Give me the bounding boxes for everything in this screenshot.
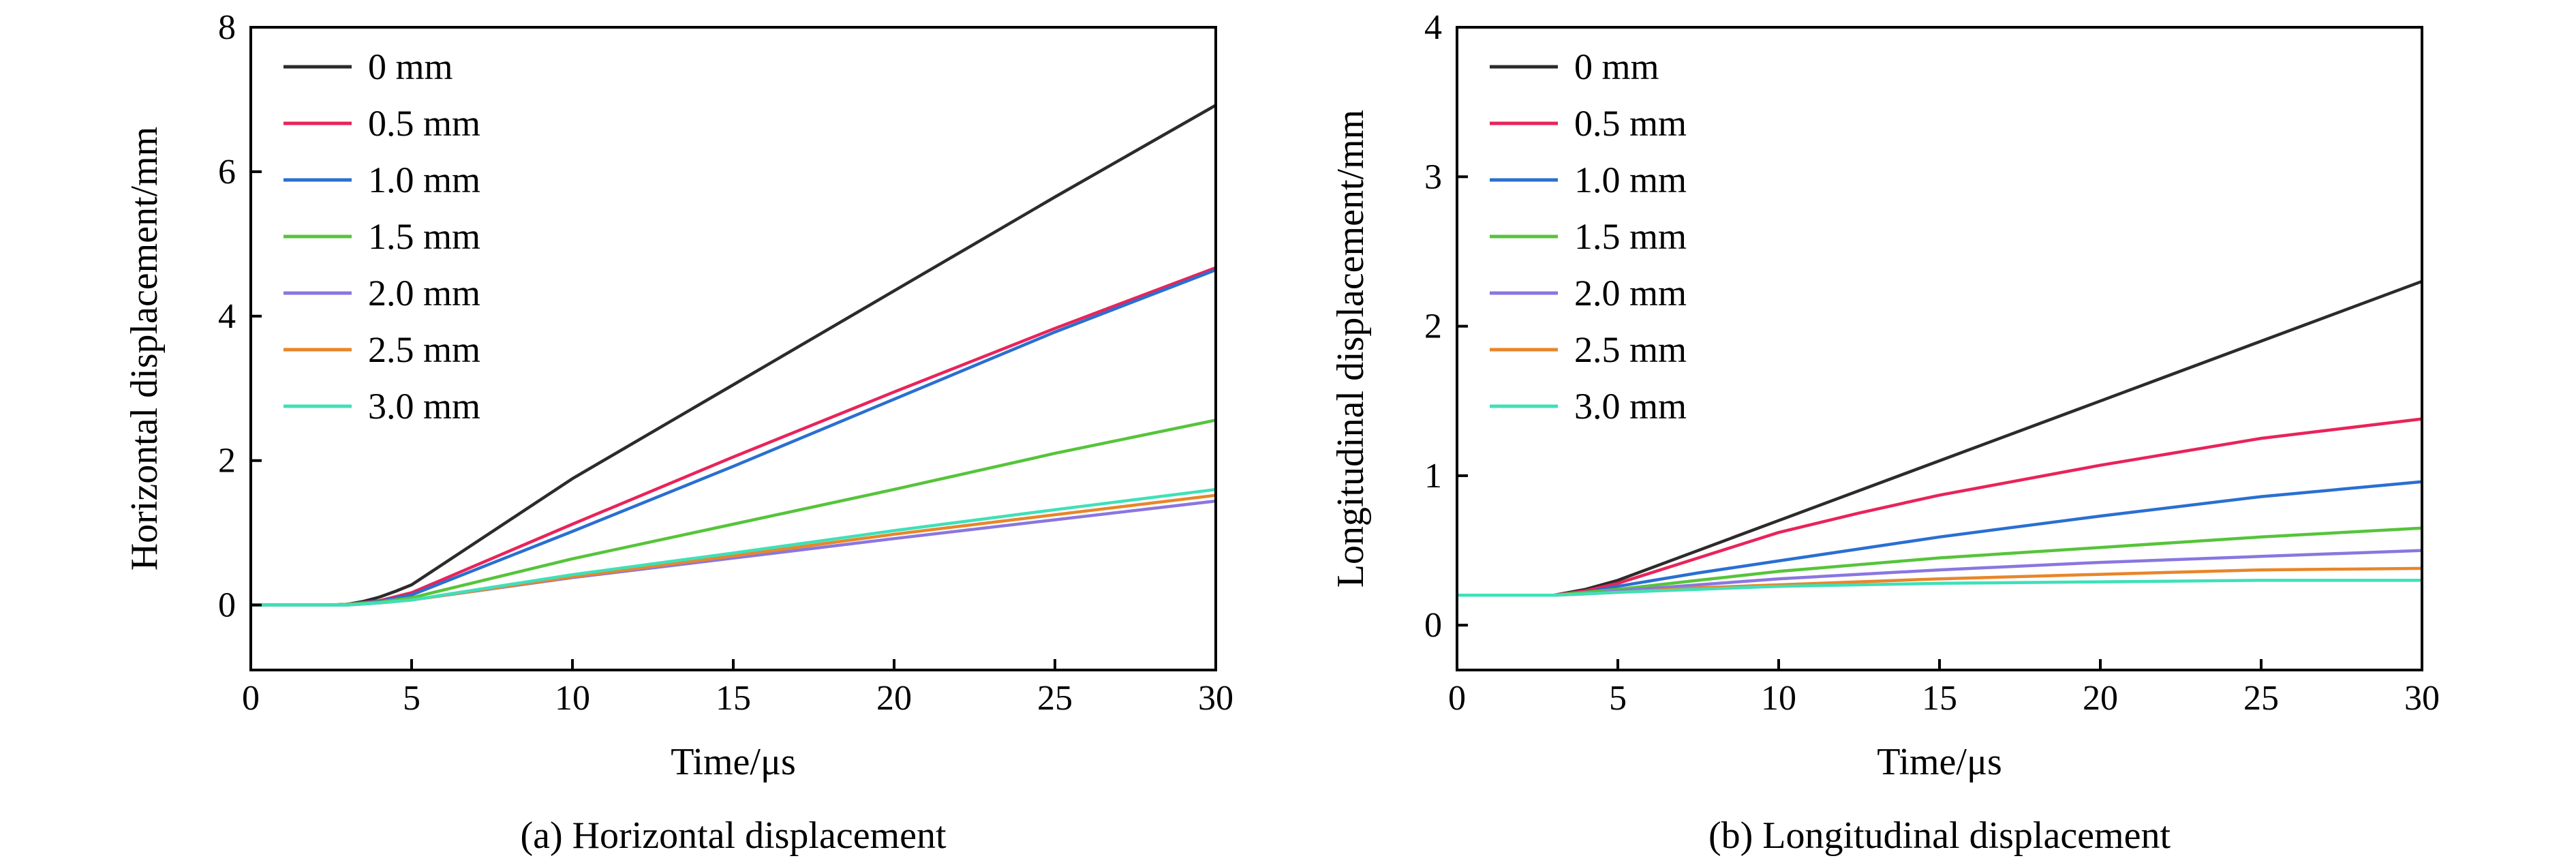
y-tick-label: 4 xyxy=(1424,8,1442,47)
chart-horizontal-displacement: 0 5 10 15 20 25 30 0 2 4 6 8 Time/μs Horizontal dis… xyxy=(123,8,1233,857)
legend-label: 0.5 mm xyxy=(368,103,480,144)
x-tick-label: 0 xyxy=(242,679,260,718)
y-tick-label: 6 xyxy=(218,153,236,192)
legend-label: 3.0 mm xyxy=(1574,386,1687,427)
x-tick-label: 30 xyxy=(1198,679,1233,718)
legend-label: 1.5 mm xyxy=(368,216,480,257)
legend-label: 3.0 mm xyxy=(368,386,480,427)
x-tick-label: 10 xyxy=(555,679,590,718)
y-tick-label: 1 xyxy=(1424,457,1442,496)
x-tick-label: 30 xyxy=(2404,679,2440,718)
x-tick-label: 15 xyxy=(716,679,751,718)
legend-label: 0.5 mm xyxy=(1574,103,1687,144)
series-line-2-5-mm xyxy=(251,493,1216,607)
x-tick-label: 5 xyxy=(403,679,420,718)
series-line-3-0-mm xyxy=(1457,579,2422,597)
legend-label: 2.5 mm xyxy=(1574,329,1687,370)
x-axis-title: Time/μs xyxy=(1877,741,2002,783)
x-tick-label: 5 xyxy=(1609,679,1627,718)
y-tick-label: 2 xyxy=(218,442,236,481)
x-tick-label: 0 xyxy=(1448,679,1466,718)
y-tick-label: 4 xyxy=(218,297,236,336)
x-tick-label: 20 xyxy=(876,679,912,718)
series-line-3-0-mm xyxy=(251,487,1216,607)
legend-label: 2.0 mm xyxy=(368,273,480,314)
y-axis-title: Longitudinal displacement/mm xyxy=(1330,110,1372,588)
y-tick-label: 3 xyxy=(1424,157,1442,196)
legend-label: 0 mm xyxy=(368,46,453,87)
legend-label: 1.0 mm xyxy=(368,159,480,200)
x-tick-label: 25 xyxy=(1037,679,1073,718)
chart-longitudinal-displacement: 0 5 10 15 20 25 30 0 1 2 3 4 Time/μs Longitudinal d… xyxy=(1330,8,2440,857)
y-tick-label: 8 xyxy=(218,8,236,47)
legend: 0 mm 0.5 mm 1.0 mm 1.5 mm 2.0 mm 2.5 mm 3.0 mm xyxy=(1490,46,1687,427)
x-tick-label: 15 xyxy=(1922,679,1957,718)
legend-label: 2.5 mm xyxy=(368,329,480,370)
y-tick-label: 0 xyxy=(218,586,236,625)
legend-label: 1.0 mm xyxy=(1574,159,1687,200)
legend-label: 0 mm xyxy=(1574,46,1659,87)
legend-label: 2.0 mm xyxy=(1574,273,1687,314)
y-tick-label: 0 xyxy=(1424,606,1442,645)
legend: 0 mm 0.5 mm 1.0 mm 1.5 mm 2.0 mm 2.5 mm 3.0 mm xyxy=(283,46,480,427)
chart-caption: (b) Longitudinal displacement xyxy=(1708,815,2171,857)
x-tick-label: 20 xyxy=(2083,679,2118,718)
x-axis-title: Time/μs xyxy=(671,741,796,783)
y-axis-title: Horizontal displacement/mm xyxy=(123,127,166,571)
x-tick-label: 25 xyxy=(2243,679,2279,718)
chart-caption: (a) Horizontal displacement xyxy=(520,815,947,857)
x-tick-label: 10 xyxy=(1761,679,1796,718)
y-tick-label: 2 xyxy=(1424,307,1442,346)
legend-label: 1.5 mm xyxy=(1574,216,1687,257)
series-line-0-mm xyxy=(1457,279,2423,597)
